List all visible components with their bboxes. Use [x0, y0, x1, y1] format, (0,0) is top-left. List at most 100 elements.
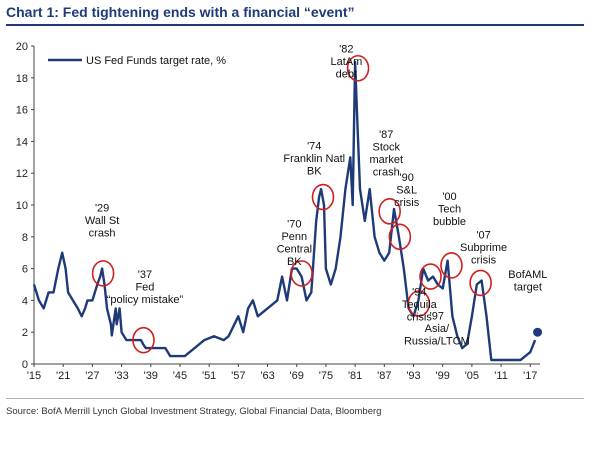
- annotation-asia: '97 Asia/Russia/LTCM: [404, 310, 470, 347]
- annotation-line: '97: [430, 310, 444, 322]
- x-tick-label: '45: [173, 370, 187, 382]
- annotation-line: LatAm: [330, 56, 362, 68]
- annotation-line: Russia/LTCM: [404, 335, 470, 347]
- annotation-line: Stock: [372, 142, 400, 154]
- chart-title: Chart 1: Fed tightening ends with a fina…: [6, 4, 355, 20]
- event-circle: [91, 260, 115, 287]
- x-tick-label: '11: [494, 370, 508, 382]
- event-circle: [378, 198, 401, 225]
- annotation-line: '74: [307, 140, 321, 152]
- annotation-line: Penn: [281, 231, 307, 243]
- annotation-line: Fed: [135, 282, 154, 294]
- annotation-wallst: '29 Wall St crash: [85, 202, 119, 239]
- annotation-target: BofAML target: [508, 269, 547, 294]
- annotation-line: crash: [89, 227, 116, 239]
- event-circle: [407, 290, 431, 317]
- annotation-line: '00: [442, 191, 456, 203]
- annotation-line: '90: [400, 172, 414, 184]
- annotation-line: debt: [336, 68, 357, 80]
- annotation-line: crash: [373, 167, 400, 179]
- annotation-line: bubble: [433, 216, 466, 228]
- annotation-line: '70: [287, 218, 301, 230]
- axes: 0 2 4 6 8 10 12 14 16 18 20 '15 '21 '27 '33 '39 '45 '51 '5…: [16, 41, 540, 382]
- annotation-line: '29: [95, 202, 109, 214]
- annotation-line: Franklin Natl: [283, 153, 345, 165]
- annotation-line: '94: [412, 287, 426, 299]
- annotation-penn: '70 Penn Central BK: [277, 218, 312, 268]
- x-tick-label: '63: [260, 370, 274, 382]
- y-tick-label: 2: [22, 327, 28, 339]
- series-line: [32, 60, 537, 362]
- annotation-franklin: '74 Franklin Natl BK: [283, 140, 345, 177]
- x-tick-label: '21: [56, 370, 70, 382]
- annotation-line: S&L: [396, 185, 417, 197]
- annotation-line: BK: [307, 165, 322, 177]
- annotation-line: Wall St: [85, 215, 119, 227]
- event-circle: [440, 252, 463, 279]
- x-tick-label: '69: [290, 370, 304, 382]
- annotation-line: Subprime: [460, 242, 507, 254]
- annotation-line: Tequila: [402, 299, 438, 311]
- annotation-line: Asia/: [425, 323, 450, 335]
- event-circles: [91, 54, 492, 354]
- annotation-line: BofAML: [508, 269, 547, 281]
- event-circle: [311, 183, 335, 211]
- annotation-fed: '37 Fed “policy mistake”: [107, 269, 184, 306]
- x-tick-label: '57: [231, 370, 245, 382]
- annotation-line: target: [514, 282, 542, 294]
- annotation-tequila: '94 Tequila crisis: [402, 287, 438, 324]
- y-tick-label: 12: [16, 168, 28, 180]
- annotation-stock: '87 Stock market crash: [369, 129, 403, 179]
- y-tick-label: 18: [16, 73, 28, 85]
- title-rule: [6, 24, 584, 26]
- annotation-line: market: [369, 154, 403, 166]
- event-circle: [469, 269, 492, 297]
- event-circle: [388, 223, 412, 251]
- annotation-latam: '82 LatAm debt: [330, 43, 362, 80]
- y-tick-label: 14: [16, 136, 28, 148]
- x-tick-label: '39: [144, 370, 158, 382]
- annotation-line: crisis: [407, 312, 433, 324]
- fed-funds-chart: 0 2 4 6 8 10 12 14 16 18 20 '15 '21 '27 '33 '39 '45 '51 '5…: [16, 41, 548, 382]
- y-tick-label: 6: [22, 264, 28, 276]
- x-tick-label: '75: [319, 370, 333, 382]
- y-tick-label: 16: [16, 105, 28, 117]
- source-note: Source: BofA Merrill Lynch Global Invest…: [6, 406, 382, 417]
- annotation-line: '07: [476, 229, 490, 241]
- x-tick-label: '05: [465, 370, 479, 382]
- y-tick-label: 4: [22, 295, 28, 307]
- event-circle: [346, 54, 370, 82]
- annotation-line: '37: [138, 269, 152, 281]
- legend: US Fed Funds target rate, %: [48, 55, 226, 67]
- annotation-sl: '90 S&L crisis: [394, 172, 420, 209]
- plot-area: [32, 60, 543, 362]
- annotation-line: crisis: [394, 197, 420, 209]
- source-rule: [6, 398, 584, 399]
- annotation-line: BK: [287, 256, 302, 268]
- y-tick-label: 10: [16, 200, 28, 212]
- annotation-line: crisis: [471, 254, 497, 266]
- annotation-subprime: '07 Subprime crisis: [460, 229, 507, 266]
- x-tick-label: '17: [523, 370, 537, 382]
- x-tick-label: '81: [348, 370, 362, 382]
- y-tick-label: 8: [22, 232, 28, 244]
- annotations: '29 Wall St crash'37 Fed “policy mistake”'70…: [85, 43, 548, 347]
- y-tick-label: 0: [22, 359, 28, 371]
- x-tick-label: '15: [27, 370, 41, 382]
- annotation-line: Tech: [438, 204, 461, 216]
- legend-label: US Fed Funds target rate, %: [86, 55, 226, 67]
- annotation-line: “policy mistake”: [107, 294, 184, 306]
- x-tick-label: '93: [406, 370, 420, 382]
- event-circle: [419, 263, 442, 290]
- target-marker: [533, 327, 543, 337]
- annotation-line: Central: [277, 243, 312, 255]
- event-circle: [132, 326, 155, 354]
- x-tick-label: '51: [202, 370, 216, 382]
- annotation-line: '87: [379, 129, 393, 141]
- annotation-line: '82: [339, 43, 353, 55]
- x-tick-label: '99: [436, 370, 450, 382]
- event-circle: [290, 260, 313, 287]
- x-tick-label: '87: [377, 370, 391, 382]
- x-tick-label: '33: [114, 370, 128, 382]
- x-tick-label: '27: [85, 370, 99, 382]
